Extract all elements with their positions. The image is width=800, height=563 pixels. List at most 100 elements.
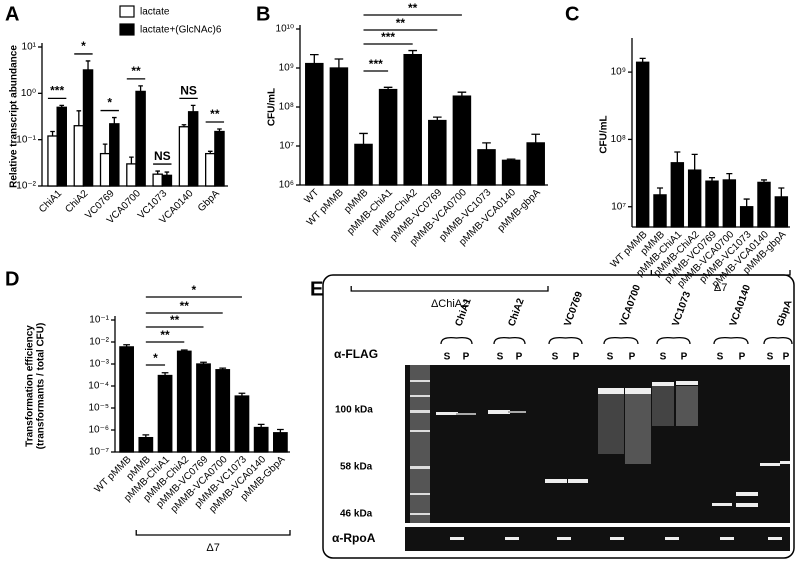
fraction-label: S bbox=[607, 352, 614, 363]
y-tick-label: 10⁶ bbox=[279, 180, 294, 191]
error-bar bbox=[59, 104, 65, 108]
error-bar bbox=[778, 187, 785, 197]
fraction-label: P bbox=[681, 352, 688, 363]
bar bbox=[99, 152, 111, 187]
comparison-label: ** bbox=[160, 328, 170, 342]
bar bbox=[705, 180, 719, 228]
bar bbox=[378, 88, 398, 186]
lane-brace bbox=[656, 336, 691, 345]
y-axis-label: (transformants / total CFU) bbox=[36, 323, 47, 450]
error-bar bbox=[50, 130, 55, 136]
bar bbox=[161, 174, 173, 187]
bar bbox=[774, 196, 789, 228]
y-tick-label: 10⁸ bbox=[279, 102, 294, 113]
lane-label: GbpA bbox=[775, 299, 795, 328]
bar bbox=[428, 119, 447, 186]
error-bar bbox=[181, 124, 187, 127]
error-bar bbox=[190, 104, 196, 112]
bar bbox=[119, 346, 134, 453]
lane-brace bbox=[603, 336, 639, 345]
fraction-label: P bbox=[783, 352, 790, 363]
y-tick-label: 10¹⁰ bbox=[276, 24, 294, 35]
legend-swatch bbox=[119, 5, 135, 18]
fraction-label: P bbox=[463, 352, 470, 363]
bar bbox=[757, 181, 771, 228]
panel-label: E bbox=[310, 278, 323, 300]
group-label: Δ7 bbox=[206, 542, 219, 554]
error-bar bbox=[180, 349, 188, 352]
error-bar bbox=[112, 116, 117, 124]
probe-label: α-FLAG bbox=[334, 347, 378, 361]
error-bar bbox=[506, 158, 516, 161]
y-tick-label: 10⁸ bbox=[611, 134, 626, 145]
significance-label: ** bbox=[210, 107, 220, 121]
group-label: Δ7 bbox=[714, 282, 727, 294]
bar bbox=[73, 125, 85, 187]
bar bbox=[176, 350, 192, 453]
error-bar bbox=[102, 143, 108, 154]
y-tick-label: 10⁷ bbox=[611, 201, 626, 212]
error-bar bbox=[238, 392, 246, 397]
fraction-label: S bbox=[552, 352, 559, 363]
marker-label: 46 kDa bbox=[340, 509, 373, 520]
bar bbox=[205, 152, 216, 187]
bar bbox=[687, 169, 702, 228]
comparison-label: *** bbox=[381, 30, 395, 44]
error-bar bbox=[161, 372, 169, 376]
fraction-label: P bbox=[629, 352, 636, 363]
error-bar bbox=[457, 91, 467, 97]
lane-label: VC0769 bbox=[562, 290, 585, 328]
fraction-label: P bbox=[516, 352, 523, 363]
panel-label: A bbox=[5, 3, 19, 25]
group-bracket bbox=[650, 270, 791, 276]
significance-label: * bbox=[107, 96, 112, 110]
y-tick-label: 10⁹ bbox=[279, 63, 294, 74]
significance-label: NS bbox=[154, 149, 171, 163]
bar bbox=[501, 159, 521, 186]
error-bar bbox=[726, 173, 733, 180]
bar bbox=[635, 61, 650, 228]
error-bar bbox=[257, 423, 265, 428]
legend-label: lactate bbox=[140, 7, 170, 18]
lane-label: VCA0140 bbox=[728, 283, 753, 328]
lane-label: VC1073 bbox=[670, 290, 693, 328]
error-bar bbox=[76, 110, 82, 126]
bar bbox=[47, 135, 58, 187]
bar bbox=[253, 426, 269, 453]
fraction-label: P bbox=[739, 352, 746, 363]
marker-label: 100 kDa bbox=[335, 405, 373, 416]
y-tick-label: 10⁻² bbox=[16, 181, 36, 192]
bar bbox=[653, 194, 667, 228]
y-tick-label: 10⁻⁶ bbox=[88, 425, 109, 436]
gel-image bbox=[405, 365, 790, 551]
y-axis-label: Relative transcript abundance bbox=[9, 45, 20, 188]
error-bar bbox=[200, 361, 207, 364]
error-bar bbox=[708, 177, 716, 182]
bar bbox=[56, 106, 67, 187]
error-bar bbox=[164, 171, 170, 176]
group-label: ΔChiA2 bbox=[431, 298, 468, 310]
bar bbox=[82, 69, 94, 187]
bar bbox=[152, 173, 163, 187]
bar bbox=[526, 142, 545, 186]
comparison-label: *** bbox=[369, 57, 383, 71]
error-bar bbox=[142, 434, 150, 438]
group-bracket bbox=[350, 286, 549, 292]
bar bbox=[670, 162, 685, 228]
bar bbox=[354, 143, 373, 186]
significance-label: ** bbox=[131, 64, 141, 78]
group-bracket bbox=[135, 530, 291, 536]
bar bbox=[214, 130, 225, 187]
comparison-label: ** bbox=[170, 313, 180, 327]
x-tick-label: WT bbox=[303, 187, 322, 206]
y-axis-label: Transformation efficiency bbox=[25, 325, 36, 447]
lane-brace bbox=[440, 336, 473, 345]
fraction-label: S bbox=[717, 352, 724, 363]
error-bar bbox=[217, 128, 222, 132]
error-bar bbox=[123, 344, 130, 347]
y-tick-label: 10⁻³ bbox=[89, 359, 109, 370]
bar bbox=[215, 369, 231, 453]
lane-label: ChiA2 bbox=[506, 297, 526, 328]
bar bbox=[273, 432, 288, 453]
error-bar bbox=[85, 60, 91, 70]
